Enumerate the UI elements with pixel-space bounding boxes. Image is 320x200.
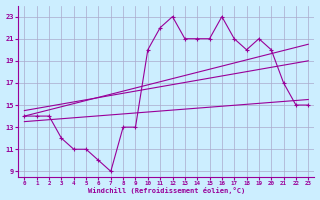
X-axis label: Windchill (Refroidissement éolien,°C): Windchill (Refroidissement éolien,°C) [88,187,245,194]
